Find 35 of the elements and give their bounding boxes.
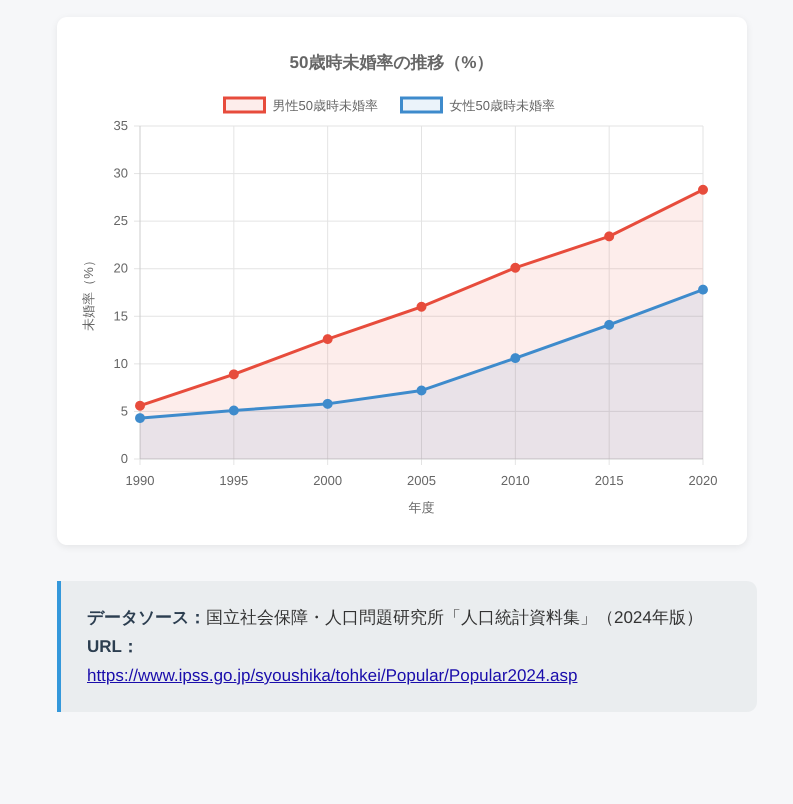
point bbox=[416, 302, 426, 312]
y-axis-title: 未婚率（%） bbox=[81, 254, 96, 331]
text: URL：https://www.ipss.go.jp/syoushika/tohkei/Popular/Popular2024.asp bbox=[87, 637, 578, 685]
legend-label: 男性50歳時未婚率 bbox=[272, 98, 378, 113]
y-tick-label: 20 bbox=[114, 260, 128, 276]
x-tick-label: 2020 bbox=[688, 473, 718, 488]
point bbox=[135, 413, 145, 424]
legend-label: 女性50歳時未婚率 bbox=[450, 98, 555, 113]
y-tick-label: 30 bbox=[114, 166, 128, 181]
chart-title: 50歳時未婚率の推移（%） bbox=[289, 53, 494, 72]
y-tick-label: 10 bbox=[114, 356, 128, 371]
y-tick-label: 25 bbox=[114, 213, 128, 228]
x-tick-label: 2005 bbox=[407, 473, 436, 488]
x-tick-label: 2010 bbox=[500, 473, 530, 488]
point bbox=[698, 284, 708, 295]
point bbox=[604, 320, 614, 330]
point bbox=[698, 184, 708, 195]
y-tick-label: 15 bbox=[114, 308, 128, 324]
y-tick-label: 35 bbox=[114, 118, 128, 133]
point bbox=[416, 385, 426, 396]
point bbox=[510, 353, 520, 364]
point bbox=[510, 262, 520, 273]
x-tick-label: 1990 bbox=[126, 473, 154, 488]
point bbox=[322, 334, 333, 344]
point bbox=[228, 369, 239, 380]
text: データソース：国立社会保障・人口問題研究所「人口統計資料集」（2024年版） bbox=[87, 607, 704, 629]
point bbox=[322, 398, 333, 409]
x-tick-label: 1995 bbox=[219, 473, 248, 488]
y-tick-label: 0 bbox=[120, 451, 128, 466]
point bbox=[228, 405, 239, 416]
y-tick-label: 5 bbox=[120, 403, 128, 418]
x-tick-label: 2015 bbox=[594, 473, 624, 488]
point bbox=[604, 231, 614, 242]
x-axis-title: 年度 bbox=[408, 500, 434, 515]
x-tick-label: 2000 bbox=[313, 473, 342, 488]
